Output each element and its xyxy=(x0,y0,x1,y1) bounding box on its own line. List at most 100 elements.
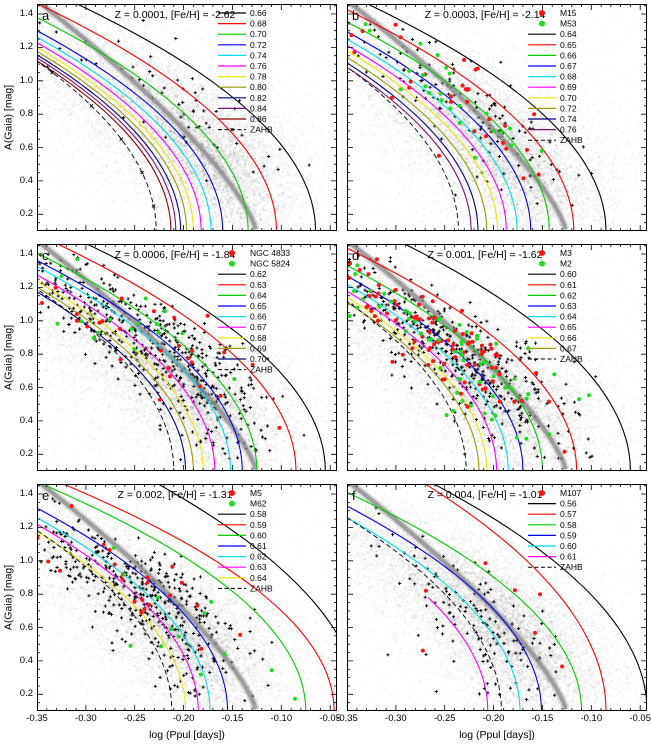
legend-label: 0.57 xyxy=(560,509,577,519)
track-curve-0.70 xyxy=(37,16,249,231)
legend-item-zahb: ZAHB xyxy=(528,354,583,364)
tick-marks xyxy=(347,244,647,471)
legend-label: 0.64 xyxy=(250,290,267,300)
legend-item-cluster: M5 xyxy=(229,488,262,498)
legend-item-track: 0.65 xyxy=(528,40,577,50)
legend-item-zahb: ZAHB xyxy=(218,125,273,135)
legend-label: 0.74 xyxy=(560,114,577,124)
zahb-curve xyxy=(37,288,175,471)
legend-label: 0.84 xyxy=(250,103,267,113)
x-tick-label: -0.30 xyxy=(75,713,97,724)
legend-item-track: 0.68 xyxy=(218,19,267,29)
track-curve-0.67 xyxy=(347,301,480,471)
legend-label: M107 xyxy=(560,488,582,498)
zahb-curve xyxy=(347,517,502,711)
y-tick-label: 1.4 xyxy=(19,8,33,19)
track-curve-0.60 xyxy=(403,244,631,471)
cluster-scatter-M3 xyxy=(347,257,567,454)
x-tick-label: -0.30 xyxy=(385,713,407,724)
legend-item-track: 0.86 xyxy=(218,114,267,124)
legend-item-track: 0.66 xyxy=(218,312,267,322)
panel-title: Z = 0.002, [Fe/H] = -1.31 xyxy=(118,489,233,501)
track-curve-0.70 xyxy=(347,50,499,231)
legend-label: M2 xyxy=(560,259,572,269)
track-curve-0.68 xyxy=(37,280,204,471)
legend-label: 0.63 xyxy=(560,301,577,311)
panel-letter: a xyxy=(42,8,50,23)
track-curve-0.63 xyxy=(56,244,297,471)
legend-item-track: 0.65 xyxy=(528,322,577,332)
track-curve-0.78 xyxy=(37,46,194,231)
legend-item-track: 0.70 xyxy=(528,93,577,103)
y-tick-label: 1.0 xyxy=(19,314,33,326)
legend-item-track: 0.61 xyxy=(218,541,267,551)
legend-item-track: 0.62 xyxy=(528,290,577,300)
legend-item-track: 0.65 xyxy=(218,301,267,311)
legend-item-track: 0.76 xyxy=(218,61,267,71)
y-tick-label: 0.4 xyxy=(19,174,33,186)
x-tick-label: -0.10 xyxy=(270,713,293,724)
track-curve-0.59 xyxy=(347,505,543,711)
legend-item-track: 0.84 xyxy=(218,103,267,113)
track-curve-0.65 xyxy=(347,290,498,471)
legend-item-track: 0.63 xyxy=(218,280,267,290)
cluster-scatter-M107 xyxy=(420,561,565,669)
legend-item-cluster: M107 xyxy=(539,488,582,498)
y-tick-label: 1.2 xyxy=(19,281,33,293)
zahb-curve xyxy=(347,66,459,231)
legend-label: 0.66 xyxy=(560,50,577,60)
legend-label: 0.66 xyxy=(560,333,577,343)
legend-label: 0.62 xyxy=(560,290,577,300)
track-curve-0.57 xyxy=(424,484,607,711)
gray-band-halo xyxy=(347,484,570,711)
legend-label: 0.69 xyxy=(560,82,577,92)
y-tick-label: 0.6 xyxy=(19,381,33,393)
y-tick-label: 0.2 xyxy=(19,688,33,700)
legend-item-track: 0.80 xyxy=(218,82,267,92)
panel-letter: e xyxy=(42,488,49,503)
track-curve-0.56 xyxy=(432,484,647,711)
track-curve-0.62 xyxy=(347,264,543,471)
track-curve-0.61 xyxy=(347,247,578,471)
y-tick-label: 1.0 xyxy=(19,554,33,566)
y-tick-label: 0.4 xyxy=(19,654,33,666)
legend-label: 0.61 xyxy=(250,541,267,551)
track-curve-0.68 xyxy=(347,38,518,231)
panel-letter: c xyxy=(42,248,49,263)
tick-marks xyxy=(347,484,647,711)
legend-item-cluster: M2 xyxy=(539,259,572,269)
legend-label: 0.59 xyxy=(250,520,267,530)
legend-item-track: 0.60 xyxy=(218,530,267,540)
legend-item-track: 0.62 xyxy=(218,269,267,279)
y-axis-title: A(Gaia) [mag] xyxy=(2,564,15,630)
panel-border xyxy=(347,244,647,471)
legend-label: 0.82 xyxy=(250,93,267,103)
x-axis-title: log (Ppul [days]) xyxy=(149,729,225,741)
cluster-scatter-NGC-4833 xyxy=(40,285,282,430)
legend-item-track: 0.74 xyxy=(528,114,577,124)
legend-item-track: 0.76 xyxy=(528,125,577,135)
track-curve-0.62 xyxy=(85,244,326,471)
track-curve-0.66 xyxy=(37,265,232,471)
legend-label: 0.61 xyxy=(560,552,577,562)
panel-letter: d xyxy=(352,248,359,263)
legend-cluster-dot xyxy=(539,260,545,267)
legend-label: NGC 4833 xyxy=(250,248,290,258)
cluster-scatter-M2 xyxy=(347,263,591,441)
track-curve-0.76 xyxy=(37,42,202,231)
legend-item-track: 0.82 xyxy=(218,93,267,103)
y-tick-label: 0.6 xyxy=(19,141,33,153)
legend-label: 0.62 xyxy=(250,269,267,279)
track-curve-0.64 xyxy=(347,283,509,471)
y-tick-label: 0.2 xyxy=(19,448,33,460)
gray-band-halo xyxy=(37,4,260,231)
panel-title: Z = 0.0006, [Fe/H] = -1.84 xyxy=(115,249,236,261)
track-curve-0.66 xyxy=(347,21,550,231)
panel-letter: f xyxy=(352,488,356,503)
track-curve-0.64 xyxy=(37,531,187,711)
